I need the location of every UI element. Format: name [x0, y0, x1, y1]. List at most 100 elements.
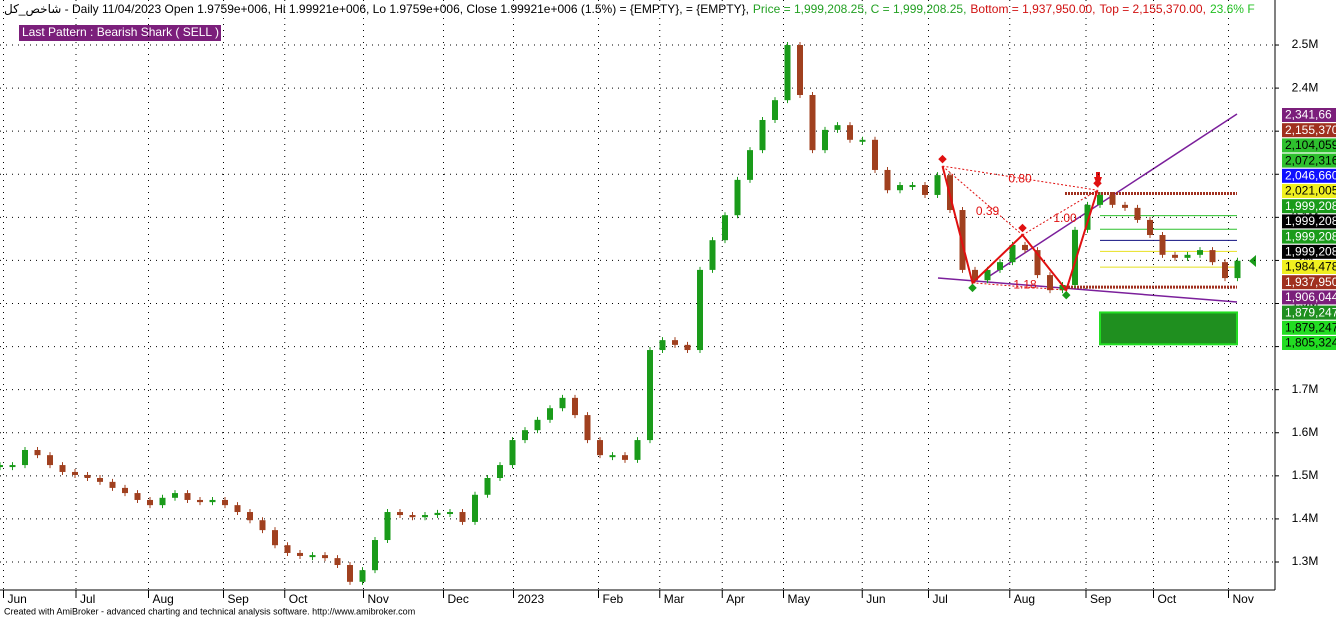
x-tick-label: Jul [80, 592, 95, 606]
header-segment: Price = 1,999,208.25, C = 1,999,208.25, [752, 2, 967, 16]
price-label: 1,999,208 [1285, 199, 1336, 213]
sell-arrow [1096, 172, 1100, 178]
price-label: 1,999,208 [1285, 214, 1336, 228]
candle [984, 269, 991, 281]
candle [809, 94, 816, 151]
candle [847, 125, 853, 140]
candle [859, 139, 866, 142]
price-pointer [1249, 255, 1256, 267]
candle [747, 150, 753, 180]
candle [134, 493, 141, 500]
header: شاخص_کل - Daily 11/04/2023 Open 1.9759e+… [4, 2, 1259, 16]
candle [884, 169, 891, 191]
price-label-box [1282, 305, 1336, 320]
candle [1022, 244, 1028, 251]
candle [697, 269, 703, 351]
candle [872, 139, 878, 170]
y-tick-label: 1.4M [1292, 511, 1319, 525]
candle [1134, 207, 1141, 220]
pivot-marker [968, 283, 977, 293]
candle [709, 240, 716, 270]
price-label: 2,046,660 [1285, 168, 1336, 182]
candle [209, 499, 216, 503]
candle [972, 269, 978, 281]
price-label-box [1282, 123, 1336, 138]
ratio-label: 1.18 [1013, 278, 1037, 292]
candle [447, 512, 453, 515]
candle [634, 440, 641, 460]
candle [322, 555, 328, 559]
candle [509, 440, 516, 466]
candle [84, 474, 91, 478]
price-label-box [1282, 336, 1336, 350]
candle [934, 175, 941, 195]
candle [0, 465, 3, 468]
candle [259, 520, 266, 531]
candle [59, 465, 66, 472]
pivot-marker [1018, 223, 1027, 233]
candle [909, 185, 916, 188]
candle [334, 558, 341, 566]
pivot-marker [938, 154, 947, 164]
y-tick-label: 2.4M [1292, 80, 1319, 94]
y-tick-label: 1.5M [1292, 468, 1319, 482]
candle [22, 449, 28, 466]
x-tick-label: Dec [448, 592, 469, 606]
target-zone [1099, 311, 1238, 346]
candle [409, 515, 416, 518]
candle [34, 449, 41, 456]
x-tick-label: May [788, 592, 811, 606]
header-segment: Bottom = 1,937,950.00, [970, 2, 1096, 16]
pattern-ratio-line [1022, 189, 1098, 236]
candle [309, 555, 316, 558]
candle [622, 455, 628, 460]
candle [297, 552, 303, 556]
price-label-box [1282, 214, 1336, 229]
pattern-label-box [19, 25, 221, 41]
x-tick-label: 2023 [518, 592, 545, 606]
y-tick-label: 1.3M [1292, 554, 1319, 568]
candle [1172, 254, 1178, 258]
candle [1009, 244, 1016, 263]
price-label-box [1282, 108, 1336, 122]
candle [609, 455, 616, 458]
x-tick-label: Aug [1014, 592, 1035, 606]
price-label-box [1282, 260, 1336, 274]
candle [822, 129, 828, 151]
price-label: 1,984,478 [1285, 260, 1336, 274]
candle [572, 397, 578, 416]
ratio-label: 1.00 [1053, 211, 1077, 225]
candle [997, 262, 1003, 270]
candle [834, 125, 841, 130]
candle [472, 494, 478, 522]
price-label: 1,805,324 [1285, 336, 1336, 350]
price-label: 1,879,247 [1285, 320, 1336, 334]
x-tick-label: Sep [1090, 592, 1112, 606]
x-tick-label: Oct [289, 592, 308, 606]
y-tick-label: 1.6M [1292, 425, 1319, 439]
candle [1197, 250, 1203, 255]
header-segment: 23.6% F [1209, 2, 1255, 16]
price-label-box [1282, 320, 1336, 335]
candle [534, 419, 541, 431]
candle [272, 530, 278, 546]
candle [459, 512, 466, 522]
candle [522, 430, 528, 441]
candle [197, 499, 203, 503]
candle [172, 493, 178, 498]
x-tick-label: Jul [933, 592, 948, 606]
candle [9, 465, 16, 468]
candle [347, 565, 353, 582]
price-label: 2,341,66 [1285, 108, 1332, 122]
candle [897, 185, 903, 191]
candle [422, 515, 428, 518]
candle [47, 455, 53, 466]
candle [1209, 250, 1216, 263]
y-tick-label: 2.5M [1292, 37, 1319, 51]
y-tick-label: 1.7M [1292, 382, 1319, 396]
candle [1147, 219, 1153, 236]
candle [759, 119, 766, 151]
price-label: 2,104,059 [1285, 138, 1336, 152]
